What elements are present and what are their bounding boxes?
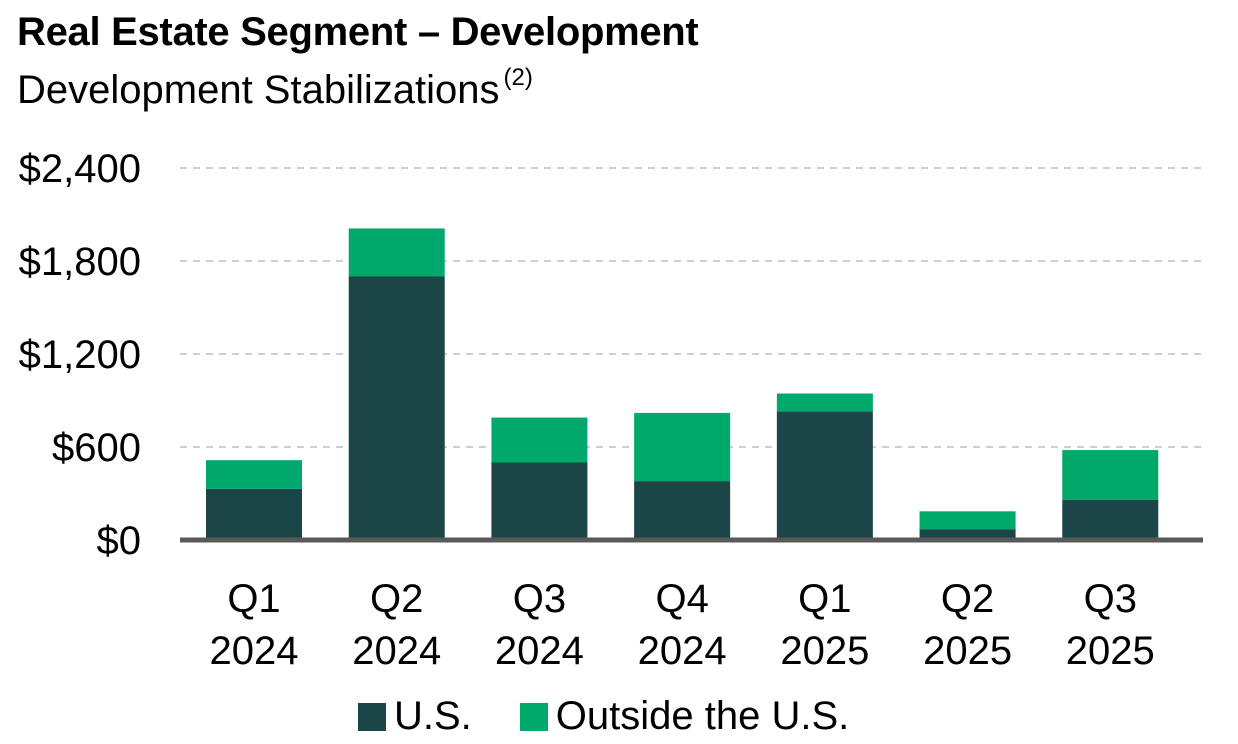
chart-title: Real Estate Segment – Development [17,10,699,54]
x-tick-label: 2024 [638,629,727,673]
x-tick-label: 2025 [1066,629,1155,673]
x-tick-label: Q1 [227,577,280,621]
bar-outside-us-5 [776,393,873,412]
x-tick-label: Q3 [513,577,566,621]
bar-outside-us-2 [348,228,445,277]
x-tick-label: 2025 [923,629,1012,673]
x-tick-label: Q3 [1084,577,1137,621]
bar-us-3 [491,462,588,540]
gridlines [180,167,1203,448]
bar-us-2 [348,276,445,540]
bar-outside-us-7 [1062,450,1159,500]
x-tick-label: 2025 [780,629,869,673]
legend-item-outside-us: Outside the U.S. [519,694,850,739]
x-tick-label: 2024 [495,629,584,673]
x-tick-label: 2024 [210,629,299,673]
legend-swatch-us [358,702,386,731]
chart-subtitle-text: Development Stabilizations [17,68,500,112]
bar-us-4 [634,481,731,540]
bar-series [206,228,1159,540]
bar-outside-us-3 [491,417,588,463]
legend-swatch-outside-us [519,702,548,731]
legend-label-outside-us: Outside the U.S. [555,694,850,738]
y-tick-label: $600 [52,426,141,470]
y-tick-label: $2,400 [19,147,141,191]
bar-us-7 [1062,499,1159,540]
y-tick-label: $0 [97,519,142,563]
bar-outside-us-1 [206,460,302,489]
y-axis-ticks: $0 $600 $1,200 $1,800 $2,400 [19,147,141,563]
chart-subtitle: Development Stabilizations (2) [17,64,533,113]
x-tick-label: Q2 [941,577,994,621]
legend-item-us: U.S. [358,694,472,739]
x-tick-label: Q4 [655,577,708,621]
x-tick-label: Q1 [798,577,851,621]
bar-us-6 [919,529,1016,540]
footnote-marker: (2) [503,64,533,91]
x-tick-label: Q2 [370,577,423,621]
bar-us-1 [206,488,302,540]
bar-us-5 [776,411,873,540]
bar-outside-us-6 [919,511,1016,530]
bar-outside-us-4 [634,412,731,482]
legend-label-us: U.S. [394,694,472,738]
legend: U.S. Outside the U.S. [358,694,897,739]
y-tick-label: $1,800 [19,240,141,284]
x-tick-label: 2024 [352,629,441,673]
x-axis-ticks: Q1 2024 Q2 2024 Q3 2024 Q4 2024 Q1 2025 Q2 2025 Q3 20… [210,577,1155,673]
y-tick-label: $1,200 [19,333,141,377]
